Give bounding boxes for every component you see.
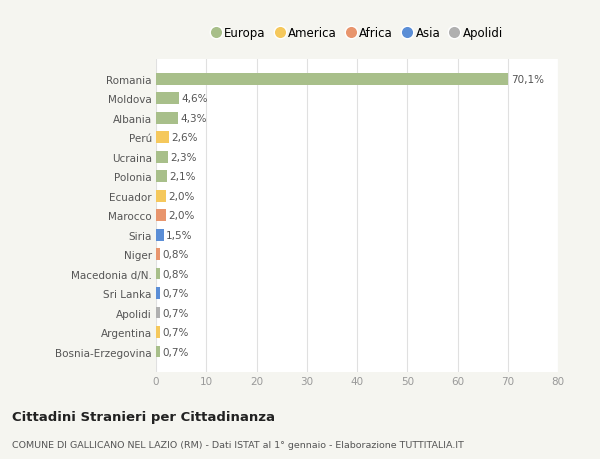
Legend: Europa, America, Africa, Asia, Apolidi: Europa, America, Africa, Asia, Apolidi xyxy=(206,22,508,44)
Bar xyxy=(156,113,178,124)
Bar xyxy=(156,346,160,358)
Text: 70,1%: 70,1% xyxy=(511,75,544,84)
Text: COMUNE DI GALLICANO NEL LAZIO (RM) - Dati ISTAT al 1° gennaio - Elaborazione TUT: COMUNE DI GALLICANO NEL LAZIO (RM) - Dat… xyxy=(12,441,464,449)
Text: 2,0%: 2,0% xyxy=(169,191,195,202)
Text: 4,6%: 4,6% xyxy=(182,94,208,104)
Text: Cittadini Stranieri per Cittadinanza: Cittadini Stranieri per Cittadinanza xyxy=(12,410,275,423)
Text: 0,8%: 0,8% xyxy=(163,269,189,279)
Bar xyxy=(156,74,508,85)
Bar xyxy=(156,268,160,280)
Text: 0,7%: 0,7% xyxy=(162,327,188,337)
Text: 0,8%: 0,8% xyxy=(163,250,189,260)
Bar xyxy=(156,93,179,105)
Bar xyxy=(156,151,167,163)
Bar xyxy=(156,326,160,338)
Text: 1,5%: 1,5% xyxy=(166,230,193,240)
Bar xyxy=(156,132,169,144)
Text: 2,6%: 2,6% xyxy=(172,133,198,143)
Text: 2,3%: 2,3% xyxy=(170,152,197,162)
Text: 2,0%: 2,0% xyxy=(169,211,195,221)
Bar xyxy=(156,230,164,241)
Bar xyxy=(156,288,160,299)
Text: 0,7%: 0,7% xyxy=(162,308,188,318)
Bar xyxy=(156,307,160,319)
Text: 0,7%: 0,7% xyxy=(162,288,188,298)
Text: 4,3%: 4,3% xyxy=(180,113,206,123)
Text: 0,7%: 0,7% xyxy=(162,347,188,357)
Text: 2,1%: 2,1% xyxy=(169,172,196,182)
Bar xyxy=(156,210,166,222)
Bar xyxy=(156,249,160,260)
Bar xyxy=(156,190,166,202)
Bar xyxy=(156,171,167,183)
